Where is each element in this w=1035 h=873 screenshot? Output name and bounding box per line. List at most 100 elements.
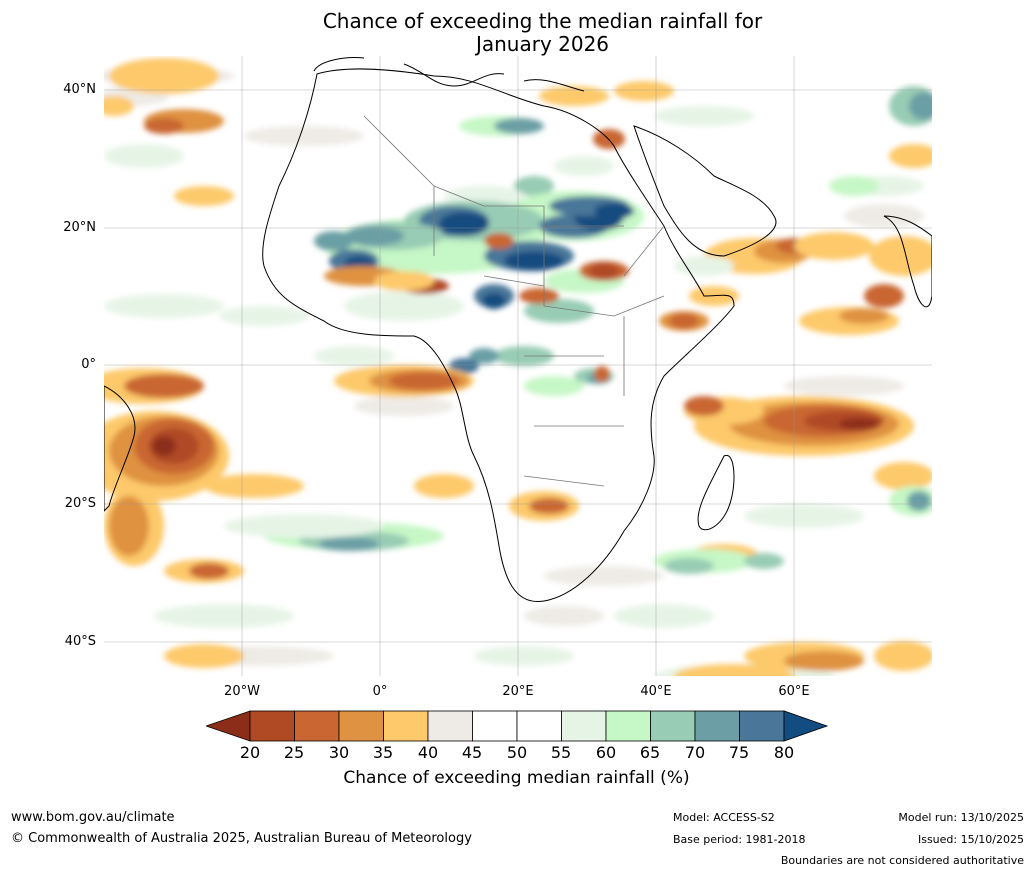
- colorbar-cell: [472, 710, 518, 742]
- probability-patch: [589, 263, 619, 279]
- model-name: Model: ACCESS-S2: [673, 811, 775, 824]
- probability-patch: [684, 396, 724, 416]
- probability-patch: [439, 212, 489, 236]
- probability-patch: [874, 462, 932, 490]
- colorbar-tick: 55: [550, 743, 572, 762]
- probability-patch: [109, 58, 219, 94]
- base-period: Base period: 1981-2018: [673, 833, 806, 846]
- probability-patch: [524, 606, 604, 626]
- probability-patch: [594, 203, 634, 219]
- colorbar-tick: 80: [773, 743, 795, 762]
- lat-label-20n: 20°N: [63, 220, 96, 235]
- probability-patch: [164, 644, 244, 668]
- colorbar-cell: [739, 710, 785, 742]
- colorbar-tick: 60: [595, 743, 617, 762]
- probability-patch: [124, 374, 204, 398]
- probability-patch: [889, 144, 932, 168]
- colorbar: [206, 710, 829, 742]
- probability-patch: [614, 81, 674, 101]
- probability-patch: [909, 92, 932, 120]
- probability-patch: [907, 491, 931, 511]
- probability-patch: [189, 563, 229, 579]
- lat-label-40n: 40°N: [63, 82, 96, 97]
- probability-patch: [104, 294, 224, 318]
- probability-patch: [594, 366, 610, 382]
- probability-patch: [744, 504, 864, 528]
- probability-patch: [449, 358, 479, 374]
- coastlines: [104, 57, 932, 602]
- chart-title: Chance of exceeding the median rainfall …: [200, 10, 885, 56]
- coastline: [697, 454, 735, 531]
- colorbar-tick: 70: [684, 743, 706, 762]
- coastline: [104, 385, 136, 512]
- probability-patch: [784, 651, 864, 671]
- lat-label-20s: 20°S: [64, 496, 96, 511]
- colorbar-cell: [249, 710, 295, 742]
- colorbar-cell: [561, 710, 607, 742]
- lon-label-20e: 20°E: [502, 684, 534, 699]
- probability-patch: [494, 118, 544, 134]
- colorbar-cell: [427, 710, 473, 742]
- probability-patch: [829, 176, 879, 196]
- probability-patch: [444, 186, 524, 206]
- colorbar-tick: 45: [461, 743, 483, 762]
- probability-patch: [519, 288, 559, 304]
- probability-patch: [554, 156, 614, 176]
- probability-patch: [529, 498, 569, 514]
- probability-patch: [204, 474, 304, 498]
- boundaries-disclaimer: Boundaries are not considered authoritat…: [780, 854, 1024, 867]
- probability-patch: [869, 236, 932, 276]
- probability-patch: [669, 313, 699, 329]
- probability-patch: [539, 86, 609, 106]
- coastline: [633, 125, 777, 257]
- colorbar-tick: 65: [639, 743, 661, 762]
- lon-label-20w: 20°W: [224, 684, 260, 699]
- probability-patch: [654, 106, 754, 126]
- probability-patch: [614, 604, 714, 628]
- colorbar-cell: [650, 710, 696, 742]
- colorbar-label: Chance of exceeding median rainfall (%): [343, 768, 690, 788]
- colorbar-cell: [605, 710, 651, 742]
- lon-label-40e: 40°E: [640, 684, 672, 699]
- website-link[interactable]: www.bom.gov.au/climate: [11, 810, 175, 825]
- lon-label-0: 0°: [372, 684, 388, 699]
- probability-patch: [794, 232, 874, 260]
- country-border: [483, 275, 545, 287]
- colorbar-tick: 25: [283, 743, 305, 762]
- graticule: [104, 56, 932, 676]
- probability-patch: [864, 284, 904, 308]
- probability-patch: [414, 474, 474, 498]
- probability-patch: [344, 291, 464, 321]
- title-line-2: January 2026: [475, 32, 610, 56]
- probability-patch: [524, 376, 584, 396]
- probability-patch: [664, 558, 714, 574]
- country-border: [543, 295, 665, 317]
- country-border: [523, 475, 605, 487]
- probability-patch: [389, 372, 459, 390]
- coastline: [313, 57, 585, 92]
- colorbar-tick: 50: [506, 743, 528, 762]
- probability-patch: [839, 418, 879, 430]
- probability-patch: [109, 496, 149, 556]
- probability-patch: [354, 396, 454, 416]
- probability-patch: [344, 226, 404, 246]
- probability-fields: [104, 58, 932, 676]
- probability-patch: [314, 231, 354, 251]
- coastline: [883, 215, 932, 308]
- lon-label-60e: 60°E: [778, 684, 810, 699]
- probability-patch: [474, 646, 574, 666]
- coastline: [262, 68, 735, 602]
- probability-patch: [674, 664, 794, 676]
- probability-patch: [514, 176, 554, 196]
- colorbar-cell: [294, 710, 340, 742]
- probability-patch: [224, 514, 384, 538]
- colorbar-arrow-high: [783, 710, 829, 742]
- title-line-1: Chance of exceeding the median rainfall …: [322, 9, 763, 33]
- probability-patch: [319, 537, 379, 551]
- colorbar-cell: [516, 710, 562, 742]
- probability-patch: [839, 308, 889, 324]
- country-border: [484, 205, 545, 306]
- probability-patch: [104, 96, 134, 116]
- map-canvas: [104, 56, 932, 676]
- probability-patch: [244, 126, 364, 146]
